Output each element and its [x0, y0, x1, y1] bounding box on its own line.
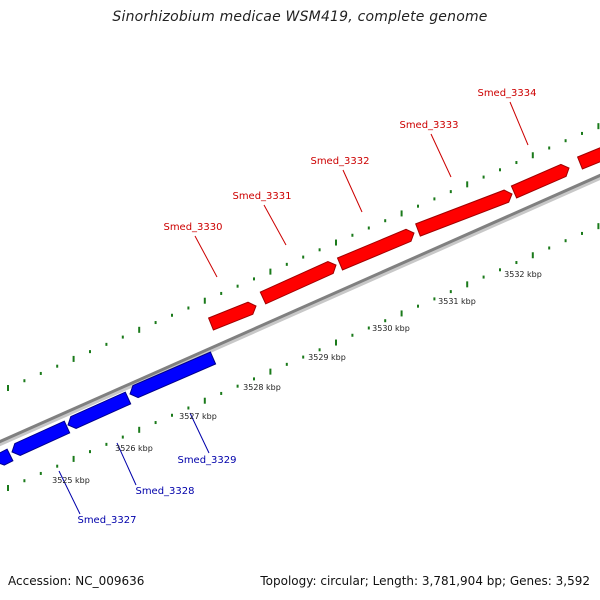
- scale-label: 3532 kbp: [504, 270, 542, 279]
- scale-label: 3528 kbp: [243, 383, 281, 392]
- genome-backbone-shadow: [0, 174, 600, 447]
- reverse-gene-leader: [116, 442, 137, 486]
- forward-gene-leader: [430, 133, 452, 178]
- forward-gene-label: Smed_3330: [163, 222, 222, 233]
- forward-gene-label: Smed_3333: [399, 120, 458, 131]
- forward-gene-leader: [194, 235, 218, 278]
- reverse-gene-arrow: [0, 448, 14, 466]
- forward-gene-leader: [263, 204, 287, 246]
- forward-gene-arrow: [259, 260, 337, 305]
- scale-label: 3531 kbp: [438, 297, 476, 306]
- forward-gene-leader: [509, 101, 529, 146]
- scale-label: 3525 kbp: [52, 476, 90, 485]
- map-title: Sinorhizobium medicae WSM419, complete g…: [112, 9, 488, 25]
- forward-gene-label: Smed_3332: [310, 156, 369, 167]
- reverse-gene-leader: [58, 470, 81, 515]
- forward-gene-arrow: [510, 163, 570, 199]
- scale-label: 3526 kbp: [115, 444, 153, 453]
- reverse-gene-arrow: [129, 351, 217, 399]
- reverse-gene-label: Smed_3328: [135, 486, 194, 497]
- forward-gene-arrow: [336, 228, 415, 271]
- forward-gene-label: Smed_3334: [477, 88, 536, 99]
- reverse-gene-label: Smed_3329: [177, 455, 236, 466]
- forward-gene-arrow: [207, 301, 257, 331]
- forward-gene-label: Smed_3331: [232, 191, 291, 202]
- scale-label: 3527 kbp: [179, 412, 217, 421]
- forward-gene-arrow: [576, 147, 600, 170]
- reverse-gene-label: Smed_3327: [77, 515, 136, 526]
- accession-text: Accession: NC_009636: [8, 574, 145, 588]
- reverse-gene-leader: [189, 412, 210, 454]
- forward-gene-arrow: [415, 189, 513, 237]
- forward-gene-leader: [342, 169, 363, 213]
- reverse-gene-arrow: [11, 420, 71, 456]
- scale-label: 3529 kbp: [308, 353, 346, 362]
- scale-label: 3530 kbp: [372, 324, 410, 333]
- topology-text: Topology: circular; Length: 3,781,904 bp…: [260, 574, 590, 588]
- reverse-gene-arrow: [67, 391, 132, 430]
- genome-backbone: [0, 173, 600, 444]
